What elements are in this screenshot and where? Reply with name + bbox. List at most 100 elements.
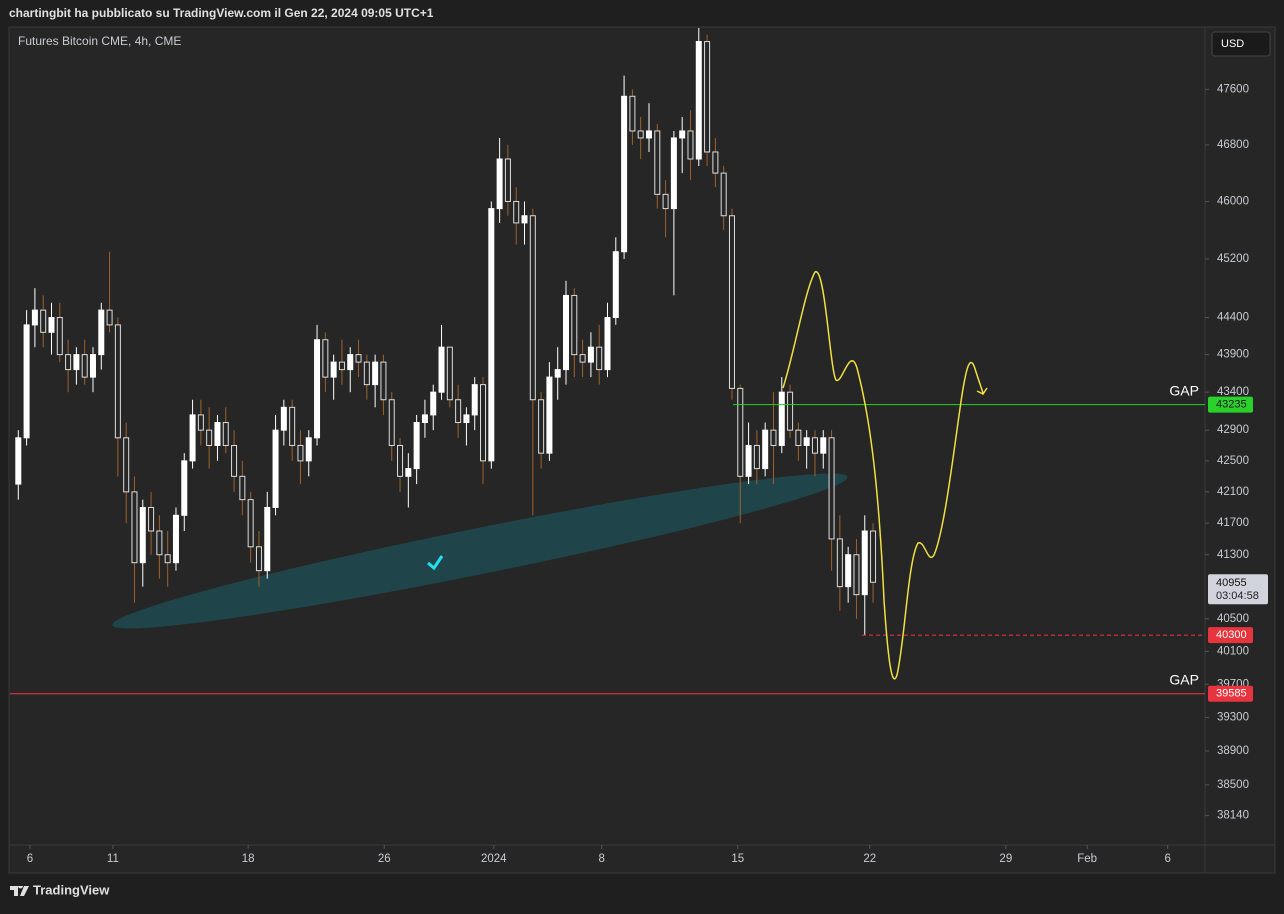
- candle-body: [264, 506, 271, 572]
- candle-body: [106, 309, 113, 326]
- candle-body: [23, 324, 30, 439]
- ellipse-drawing: [112, 473, 848, 629]
- candle-body: [546, 376, 553, 454]
- last-price-box: [1208, 574, 1268, 605]
- candle-body: [529, 215, 536, 401]
- x-tick-label: 15: [731, 853, 744, 865]
- y-tick-label: 45200: [1217, 253, 1249, 265]
- candle-body: [455, 399, 462, 424]
- countdown: 03:04:58: [1216, 590, 1259, 602]
- candle-body: [81, 354, 88, 378]
- candle-body: [189, 414, 196, 462]
- candle-body: [438, 346, 445, 393]
- y-tick-label: 40100: [1217, 645, 1249, 657]
- candle-body: [322, 339, 329, 378]
- candle-body: [704, 41, 711, 153]
- candle-body: [770, 429, 777, 446]
- candle-body: [56, 317, 63, 356]
- candle-body: [430, 391, 437, 416]
- x-tick-label: 6: [1164, 853, 1170, 865]
- candle-body: [695, 41, 702, 160]
- check-icon: [427, 555, 444, 571]
- x-tick-label: 6: [27, 853, 33, 865]
- y-tick-label: 44400: [1217, 312, 1249, 324]
- candle-body: [670, 137, 677, 210]
- candle-body: [114, 324, 121, 439]
- header: chartingbit ha pubblicato su TradingView…: [9, 6, 434, 20]
- y-tick-label: 42500: [1217, 455, 1249, 467]
- y-tick-label: 43400: [1217, 386, 1249, 398]
- candle-body: [587, 346, 594, 363]
- candle-body: [65, 354, 72, 371]
- candle-body: [347, 354, 354, 371]
- candle-body: [521, 215, 528, 224]
- candle-body: [853, 554, 860, 596]
- candle-body: [355, 354, 362, 363]
- y-tick-label: 46000: [1217, 195, 1249, 207]
- candle-body: [297, 444, 304, 462]
- x-tick-label: 22: [863, 853, 876, 865]
- x-tick-label: 29: [999, 853, 1012, 865]
- y-tick-label: 39300: [1217, 711, 1249, 723]
- candle-body: [820, 437, 827, 454]
- candle-body: [563, 294, 570, 371]
- candle-body: [206, 429, 213, 446]
- candle-body: [811, 437, 818, 454]
- candle-body: [214, 422, 221, 446]
- candle-body: [737, 387, 744, 477]
- price-box: [1208, 396, 1253, 413]
- brand: TradingView: [33, 882, 110, 897]
- last-price: 40955: [1216, 577, 1247, 589]
- candle-body: [338, 361, 345, 371]
- candle-body: [181, 460, 188, 516]
- x-tick-label: 2024: [481, 853, 507, 865]
- chart-title: Futures Bitcoin CME, 4h, CME: [18, 34, 181, 48]
- candle-body: [289, 406, 296, 446]
- price-label: 39585: [1216, 688, 1247, 700]
- candle-body: [247, 499, 254, 548]
- candle-body: [687, 130, 694, 160]
- candle-body: [745, 444, 752, 477]
- y-tick-label: 41700: [1217, 517, 1249, 529]
- candle-body: [712, 151, 719, 174]
- candle-body: [156, 530, 163, 556]
- candle-body: [330, 361, 337, 378]
- candle-body: [89, 354, 96, 378]
- candle-body: [861, 530, 868, 596]
- y-tick-label: 38900: [1217, 745, 1249, 757]
- candle-body: [679, 130, 686, 139]
- y-tick-label: 43900: [1217, 349, 1249, 361]
- candle-body: [803, 437, 810, 446]
- x-tick-label: 8: [598, 853, 604, 865]
- candle-body: [795, 429, 802, 446]
- candle-body: [123, 437, 130, 493]
- candle-body: [139, 506, 146, 564]
- candle-body: [571, 294, 578, 356]
- candle-body: [40, 309, 47, 333]
- candle-body: [239, 475, 246, 501]
- price-label: 40300: [1216, 629, 1247, 641]
- candle-body: [172, 514, 179, 564]
- candle-body: [98, 309, 105, 356]
- x-tick-label: 11: [107, 853, 119, 865]
- price-label: 43235: [1216, 399, 1247, 411]
- price-box: [1208, 627, 1253, 644]
- candle-body: [836, 538, 843, 588]
- candle-body: [488, 208, 495, 462]
- candle-body: [363, 361, 370, 386]
- candle-body: [272, 429, 279, 508]
- candle-body: [471, 384, 478, 416]
- candle-body: [728, 215, 735, 389]
- candle-body: [231, 444, 238, 477]
- candle-body: [554, 369, 561, 378]
- candle-body: [753, 444, 760, 470]
- x-tick-label: 18: [242, 853, 255, 865]
- candle-body: [496, 158, 503, 210]
- currency-button[interactable]: [1211, 31, 1271, 57]
- candle-body: [604, 317, 611, 371]
- candle-body: [538, 399, 545, 454]
- y-tick-label: 40500: [1217, 613, 1249, 625]
- y-tick-label: 38140: [1217, 810, 1249, 822]
